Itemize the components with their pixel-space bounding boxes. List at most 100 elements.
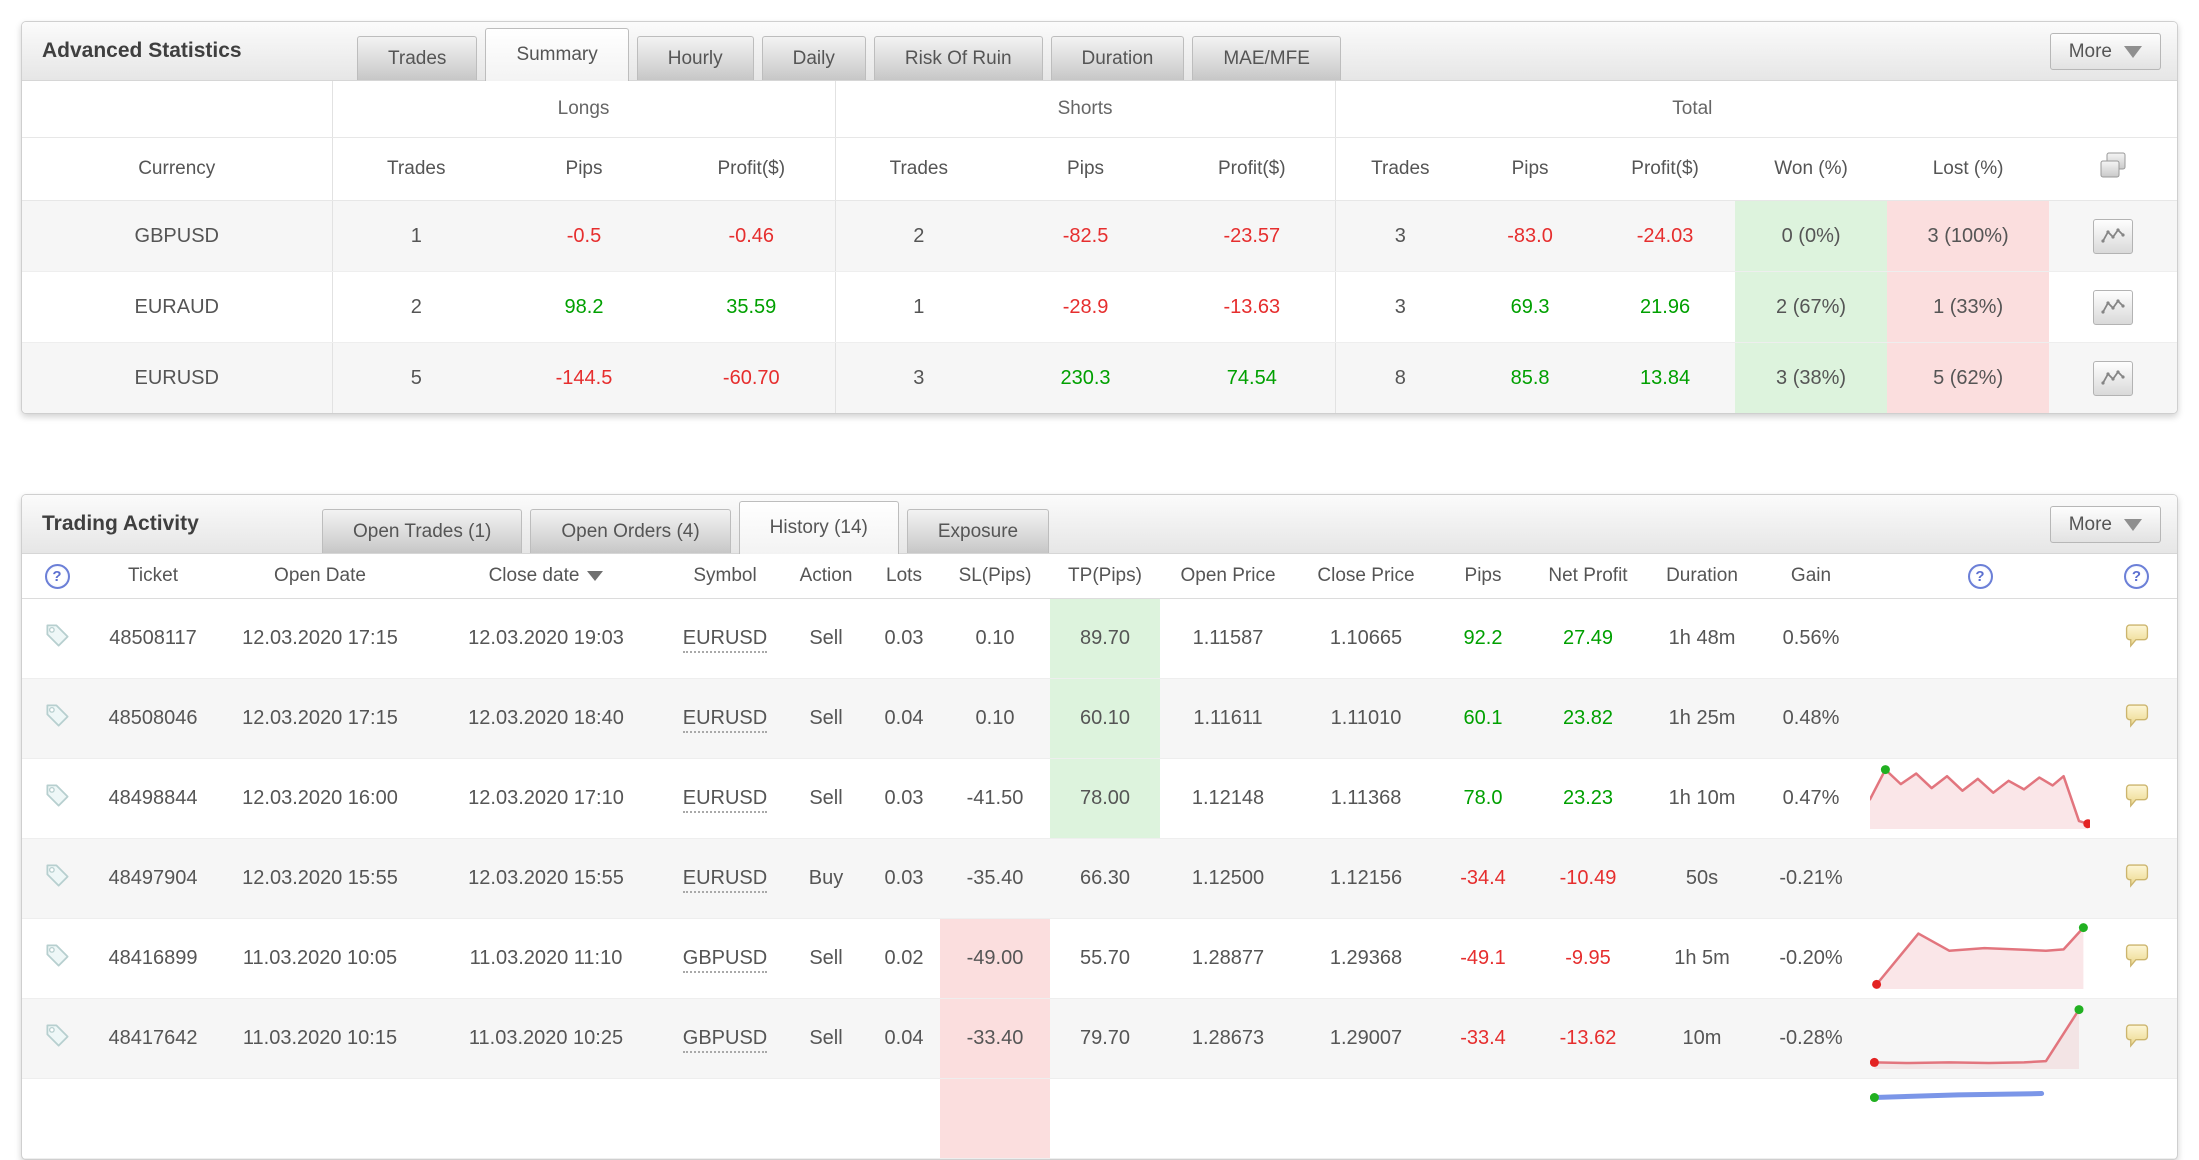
col-pips[interactable]: Pips [1436, 554, 1530, 599]
tag-icon[interactable] [44, 942, 71, 969]
sparkline-chart [1868, 764, 2093, 829]
comment-icon[interactable] [2124, 943, 2150, 968]
symbol-link[interactable]: EURUSD [682, 707, 768, 733]
tab-label: MAE/MFE [1223, 47, 1310, 69]
cell-gain [1758, 1078, 1864, 1159]
col-longs-profit: Profit($) [668, 137, 836, 201]
col-net-profit[interactable]: Net Profit [1530, 554, 1646, 599]
spark-end-dot [1872, 979, 1882, 989]
history-row: 48416899 11.03.2020 10:05 11.03.2020 11:10… [22, 918, 2177, 999]
cell-gain: -0.20% [1758, 918, 1864, 999]
symbol-link[interactable]: GBPUSD [682, 947, 768, 973]
cell-tp-pips: 66.30 [1050, 838, 1160, 919]
symbol-link[interactable]: EURUSD [682, 867, 768, 893]
cell-text: -33.40 [966, 1027, 1024, 1049]
tab-risk-of-ruin[interactable]: Risk Of Ruin [873, 36, 1043, 80]
stats-row-eurusd: EURUSD 5 -144.5 -60.70 3 230.3 74.54 8 85.8 13.84… [22, 342, 2177, 414]
sort-desc-icon [587, 570, 604, 581]
symbol-link[interactable]: GBPUSD [682, 1027, 768, 1053]
symbol-link[interactable]: EURUSD [682, 787, 768, 813]
more-button-statistics[interactable]: More [2049, 33, 2161, 70]
comment-icon[interactable] [2124, 863, 2150, 888]
spark-start-dot [1869, 1092, 1879, 1102]
cell-text: 48497904 [108, 867, 198, 889]
col-tp[interactable]: TP(Pips) [1050, 554, 1160, 599]
comment-icon[interactable] [2124, 623, 2150, 648]
col-symbol[interactable]: Symbol [666, 554, 784, 599]
col-gain[interactable]: Gain [1758, 554, 1864, 599]
cell-text: 10m [1682, 1027, 1722, 1049]
col-action[interactable]: Action [784, 554, 868, 599]
col-lots[interactable]: Lots [868, 554, 940, 599]
tab-mae-mfe[interactable]: MAE/MFE [1192, 36, 1341, 80]
col-duration[interactable]: Duration [1646, 554, 1758, 599]
cell-tp-pips: 79.70 [1050, 998, 1160, 1079]
more-button-activity[interactable]: More [2049, 506, 2161, 543]
cell-comment [2096, 838, 2177, 919]
col-report [2049, 137, 2177, 201]
tab-summary[interactable]: Summary [485, 28, 629, 81]
cell-text: 0.10 [975, 627, 1015, 649]
cell-text: 85.8 [1510, 366, 1550, 389]
col-open-price[interactable]: Open Price [1160, 554, 1296, 599]
cell-symbol: GBPUSD [666, 918, 784, 999]
tab-trades[interactable]: Trades [357, 36, 478, 80]
col-close-date[interactable]: Close date [426, 554, 666, 599]
cell-pips: 60.1 [1436, 678, 1530, 759]
advanced-statistics-panel: Advanced Statistics Trades Summary Hourly D… [21, 21, 2178, 414]
symbol-link[interactable]: EURUSD [682, 627, 768, 653]
help-icon[interactable]: ? [1967, 563, 1993, 589]
tab-exposure[interactable]: Exposure [906, 509, 1050, 553]
cell-total-trades: 3 [1334, 271, 1466, 343]
tab-open-trades-1[interactable]: Open Trades (1) [322, 509, 523, 553]
comment-icon[interactable] [2124, 1023, 2150, 1048]
col-ticket[interactable]: Ticket [92, 554, 214, 599]
trade-sparkline [1868, 763, 2093, 835]
tab-history-14[interactable]: History (14) [738, 501, 899, 554]
tag-icon[interactable] [44, 1022, 71, 1049]
tab-hourly[interactable]: Hourly [636, 36, 754, 80]
cell-text: 8 [1394, 366, 1406, 389]
tag-icon[interactable] [44, 622, 71, 649]
tab-label: Risk Of Ruin [904, 47, 1012, 69]
help-icon[interactable]: ? [44, 563, 70, 589]
cell-text: 23.23 [1562, 787, 1614, 809]
cell-text: 0.04 [884, 1027, 924, 1049]
chart-button[interactable] [2093, 360, 2134, 396]
chart-button[interactable] [2093, 289, 2134, 325]
cell-close-price: 1.12156 [1296, 838, 1436, 919]
cell-pips: -33.4 [1436, 998, 1530, 1079]
cell-text: Sell [809, 947, 843, 969]
cell-sparkline [1864, 918, 2096, 999]
sparkline-chart [1872, 922, 2088, 989]
tab-label: Daily [792, 47, 835, 69]
comment-icon[interactable] [2124, 703, 2150, 728]
chart-button[interactable] [2093, 218, 2134, 254]
cell-action: Sell [784, 758, 868, 839]
tab-open-orders-4[interactable]: Open Orders (4) [530, 509, 731, 553]
cell-shorts-pips: 230.3 [1002, 343, 1169, 414]
col-currency: Currency [22, 137, 332, 201]
cell-shorts-profit: -23.57 [1169, 200, 1336, 272]
col-open-date[interactable]: Open Date [214, 554, 426, 599]
cell-chart [2049, 271, 2177, 343]
report-pages-icon[interactable] [2097, 151, 2129, 181]
tag-icon[interactable] [44, 782, 71, 809]
cell-text: 1.29007 [1329, 1027, 1403, 1049]
cell-symbol: EURUSD [666, 758, 784, 839]
cell-text: -83.0 [1507, 224, 1553, 247]
cell-tag [22, 598, 92, 679]
tag-icon[interactable] [44, 862, 71, 889]
col-close-price[interactable]: Close Price [1296, 554, 1436, 599]
help-icon[interactable]: ? [2124, 563, 2149, 589]
cell-action: Sell [784, 998, 868, 1079]
cell-text: Sell [809, 707, 843, 729]
tab-duration[interactable]: Duration [1050, 36, 1185, 80]
cell-won-percent: 2 (67%) [1735, 271, 1888, 343]
tag-icon[interactable] [44, 702, 71, 729]
col-sl[interactable]: SL(Pips) [940, 554, 1050, 599]
tab-daily[interactable]: Daily [761, 36, 866, 80]
cell-pips: 92.2 [1436, 598, 1530, 679]
history-row: 48498844 12.03.2020 16:00 12.03.2020 17:10… [22, 758, 2177, 839]
comment-icon[interactable] [2124, 783, 2150, 808]
